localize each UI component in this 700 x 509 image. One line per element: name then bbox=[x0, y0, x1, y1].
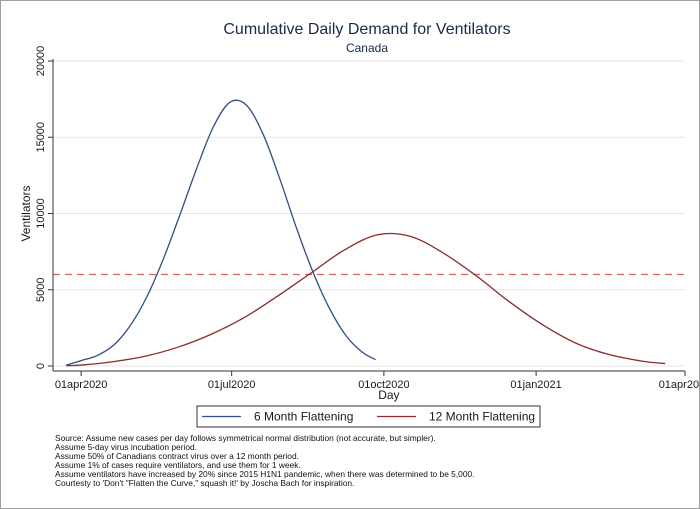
y-axis-label: Ventilators bbox=[19, 185, 33, 241]
legend-label-12-month: 12 Month Flattening bbox=[429, 410, 535, 424]
footnote-line: Assume 1% of cases require ventilators, … bbox=[55, 460, 301, 471]
x-tick-label: 01apr2021 bbox=[659, 379, 699, 391]
x-tick-label: 01oct2020 bbox=[358, 379, 409, 391]
y-tick-label: 10000 bbox=[35, 198, 47, 229]
series-layer bbox=[66, 99, 666, 367]
chart-title: Cumulative Daily Demand for Ventilators bbox=[223, 21, 510, 38]
y-tick-label: 15000 bbox=[35, 122, 47, 153]
x-axis-label: Day bbox=[378, 388, 399, 402]
gridlines bbox=[53, 60, 685, 367]
x-tick-label: 01jul2020 bbox=[208, 379, 256, 391]
y-tick-label: 5000 bbox=[35, 278, 47, 302]
x-tick-label: 01apr2020 bbox=[55, 379, 108, 391]
axes: 0 5000 10000 15000 20000 01apr2020 01jul2020 01… bbox=[35, 46, 699, 391]
legend: 6 Month Flattening 12 Month Flattening bbox=[196, 405, 541, 428]
y-tick-label: 0 bbox=[35, 363, 47, 369]
chart-subtitle: Canada bbox=[346, 41, 388, 55]
footnote-line: Assume 50% of Canadians contract virus o… bbox=[55, 451, 299, 462]
series-line-6-month bbox=[66, 99, 376, 366]
y-tick-label: 20000 bbox=[35, 46, 47, 77]
footnote-line: Courtesty to 'Don't "Flatten the Curve,"… bbox=[55, 478, 355, 489]
legend-label-6-month: 6 Month Flattening bbox=[254, 410, 353, 424]
footnote-line: Source: Assume new cases per day follows… bbox=[55, 433, 436, 443]
legend-box bbox=[196, 405, 541, 428]
series-line-12-month bbox=[66, 232, 666, 367]
footnotes: Source: Assume new cases per day follows… bbox=[55, 433, 475, 489]
x-tick-label: 01jan2021 bbox=[510, 379, 561, 391]
footnote-line: Assume 5-day virus incubation period. bbox=[55, 442, 197, 453]
footnote-line: Assume ventilators have increased by 20%… bbox=[55, 469, 475, 480]
